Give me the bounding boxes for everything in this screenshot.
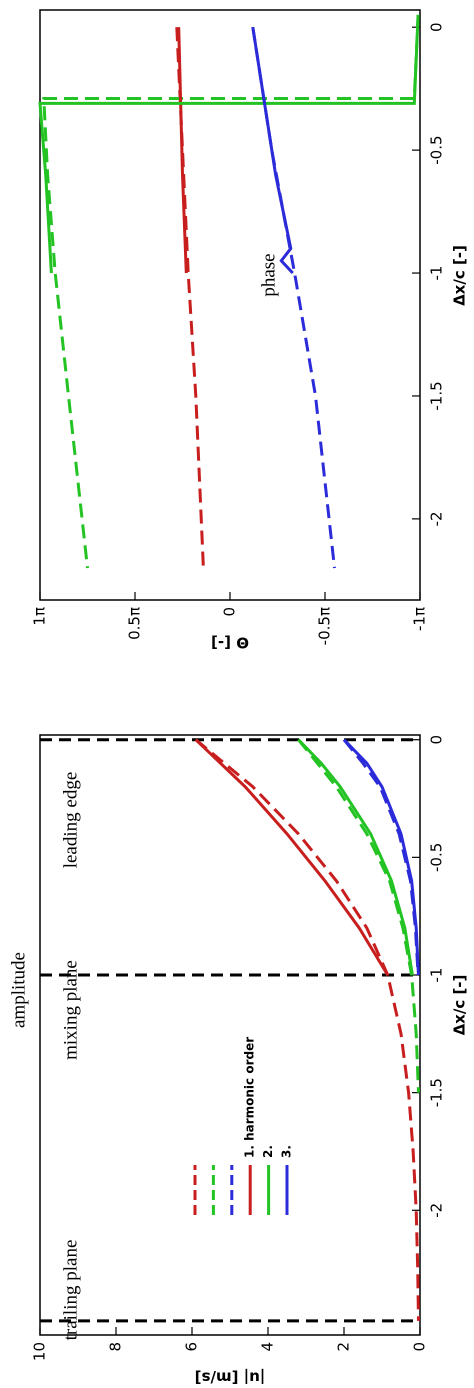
chart-title: phase	[258, 253, 279, 296]
x-tick-label: 0	[428, 22, 446, 32]
data-line	[342, 738, 420, 976]
y-tick-label: 0	[221, 607, 239, 617]
y-tick-label: -1π	[411, 607, 429, 631]
y-tick-label: 0	[411, 1342, 429, 1352]
data-line	[297, 738, 420, 1093]
y-axis-label: Θ [-]	[211, 634, 249, 652]
y-tick-label: 0.5π	[126, 607, 144, 640]
x-tick-label: -1	[428, 266, 446, 281]
legend-label: 3.	[280, 1145, 294, 1158]
data-line	[42, 14, 420, 569]
y-tick-label: 1π	[31, 607, 49, 626]
data-line	[177, 27, 188, 274]
data-line	[251, 26, 294, 275]
legend-label: 2.	[261, 1145, 275, 1158]
x-axis-label: Δx/c [-]	[451, 245, 469, 306]
data-line	[175, 27, 205, 569]
plot-frame	[39, 734, 421, 1336]
x-tick-label: -1.5	[428, 381, 446, 410]
data-line	[38, 14, 420, 274]
x-axis-label: Δx/c [-]	[451, 975, 469, 1036]
chart: -2 -1.5 -1 -0.5 0 0 2 4 6 8 10 amplitude Δx/c [-] |u|…	[8, 734, 469, 1387]
x-tick-label: -0.5	[428, 135, 446, 164]
data-line	[194, 738, 420, 1321]
x-tick-label: -2	[428, 1203, 446, 1218]
annotation: trailing plane	[60, 1240, 81, 1341]
legend-label: 1. harmonic order	[243, 1037, 257, 1158]
y-axis-label: |u| [m/s]	[195, 1368, 266, 1387]
data-line	[251, 26, 336, 569]
data-line	[342, 738, 420, 976]
annotation: leading edge	[60, 772, 81, 869]
chart-title: amplitude	[8, 952, 29, 1028]
y-tick-label: 6	[183, 1342, 201, 1352]
data-line	[194, 738, 389, 976]
y-tick-label: 2	[335, 1342, 353, 1352]
x-tick-label: -2	[428, 511, 446, 526]
data-line	[297, 738, 414, 976]
annotation: mixing plane	[60, 960, 81, 1060]
x-tick-label: -1	[428, 968, 446, 983]
x-tick-label: -1.5	[428, 1078, 446, 1107]
y-tick-label: 10	[31, 1342, 49, 1361]
x-tick-label: -0.5	[428, 843, 446, 872]
y-tick-label: 4	[259, 1342, 277, 1352]
y-tick-label: 8	[107, 1342, 125, 1352]
y-tick-label: -0.5π	[316, 607, 334, 645]
chart: -2 -1.5 -1 -0.5 0 -1π -0.5π 0 0.5π 1π phase Δx/c [-…	[31, 9, 469, 652]
x-tick-label: 0	[428, 735, 446, 745]
